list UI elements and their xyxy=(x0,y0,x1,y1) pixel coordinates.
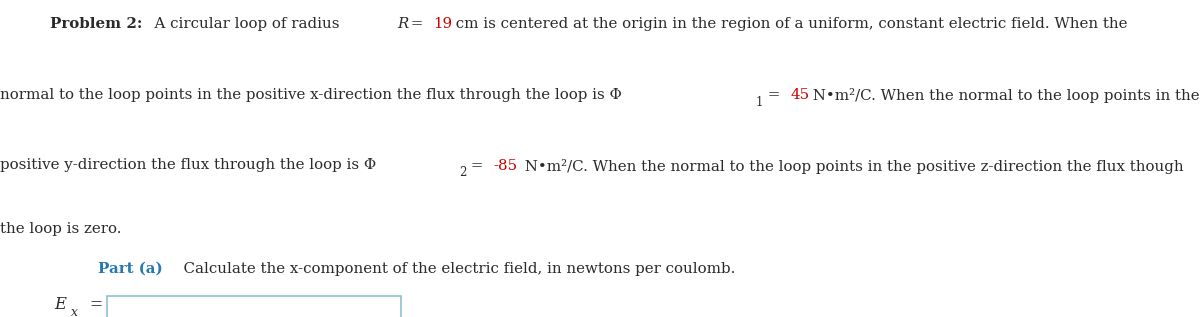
Text: R: R xyxy=(397,17,408,31)
Text: N•m²/C. When the normal to the loop points in the: N•m²/C. When the normal to the loop poin… xyxy=(808,88,1200,103)
Text: =: = xyxy=(763,88,785,102)
Text: normal to the loop points in the positive x-direction the flux through the loop : normal to the loop points in the positiv… xyxy=(0,88,622,102)
Text: =: = xyxy=(466,158,488,172)
Text: Calculate the x-component of the electric field, in newtons per coulomb.: Calculate the x-component of the electri… xyxy=(174,262,736,275)
Text: Problem 2:: Problem 2: xyxy=(50,17,143,31)
Text: =: = xyxy=(85,296,103,314)
Text: =: = xyxy=(406,17,428,31)
Text: -85: -85 xyxy=(493,158,517,172)
Text: positive y-direction the flux through the loop is Φ: positive y-direction the flux through th… xyxy=(0,158,377,172)
Text: 45: 45 xyxy=(790,88,809,102)
Text: A circular loop of radius: A circular loop of radius xyxy=(145,17,344,31)
Text: Part (a): Part (a) xyxy=(98,262,163,275)
Text: 1: 1 xyxy=(756,96,763,109)
Text: 19: 19 xyxy=(433,17,452,31)
Text: N•m²/C. When the normal to the loop points in the positive z-direction the flux : N•m²/C. When the normal to the loop poin… xyxy=(520,158,1183,173)
Text: x: x xyxy=(72,306,78,317)
Bar xyxy=(107,296,401,317)
Text: cm is centered at the origin in the region of a uniform, constant electric field: cm is centered at the origin in the regi… xyxy=(451,17,1127,31)
Text: the loop is zero.: the loop is zero. xyxy=(0,222,121,236)
Text: E: E xyxy=(54,296,66,314)
Text: 2: 2 xyxy=(460,166,467,179)
